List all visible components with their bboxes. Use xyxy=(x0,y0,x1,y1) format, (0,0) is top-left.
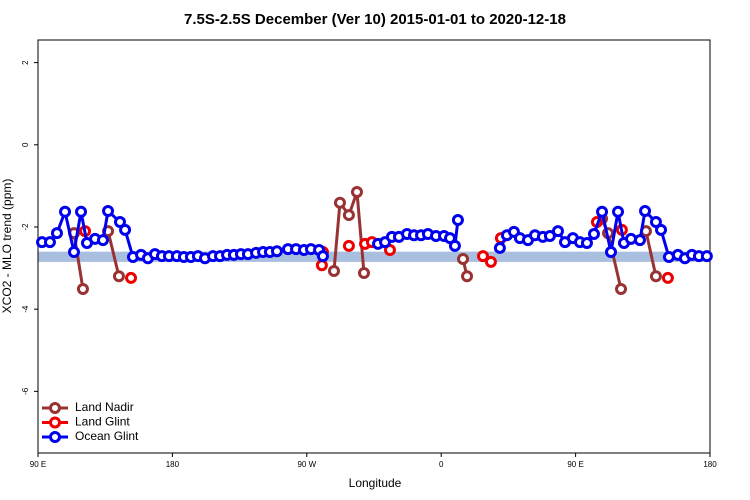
point xyxy=(700,250,713,263)
y-tick-label: -4 xyxy=(21,305,30,313)
y-axis-label: XCO2 - MLO trend (ppm) xyxy=(0,179,14,314)
point xyxy=(112,270,125,283)
point xyxy=(342,239,355,252)
point xyxy=(59,205,72,218)
x-axis-label: Longitude xyxy=(349,476,402,490)
point xyxy=(125,271,138,284)
legend-label: Ocean Glint xyxy=(75,429,139,443)
point xyxy=(477,250,490,263)
point xyxy=(113,216,126,229)
point xyxy=(484,255,497,268)
point xyxy=(67,246,80,259)
y-tick-label: -6 xyxy=(21,387,30,395)
point xyxy=(655,223,668,236)
point xyxy=(43,236,56,249)
y-tick-label: -2 xyxy=(21,223,30,231)
x-tick-label: 180 xyxy=(166,460,180,469)
point xyxy=(357,267,370,280)
point xyxy=(614,283,627,296)
point xyxy=(551,225,564,238)
point xyxy=(543,230,556,243)
x-tick-label: 180 xyxy=(703,460,717,469)
point xyxy=(596,205,609,218)
point xyxy=(270,245,283,258)
point xyxy=(604,246,617,259)
point xyxy=(587,227,600,240)
point xyxy=(639,204,652,217)
point xyxy=(661,271,674,284)
y-tick-label: 0 xyxy=(21,142,30,147)
point xyxy=(649,270,662,283)
x-tick-label: 90 E xyxy=(30,460,46,469)
point xyxy=(451,213,464,226)
point xyxy=(327,264,340,277)
legend-marker xyxy=(49,431,61,443)
legend-label: Land Nadir xyxy=(75,400,134,414)
point xyxy=(633,234,646,247)
chart-title: 7.5S-2.5S December (Ver 10) 2015-01-01 t… xyxy=(184,11,566,28)
legend-marker xyxy=(49,416,61,429)
point xyxy=(580,237,593,250)
x-tick-label: 0 xyxy=(439,460,444,469)
reference-band xyxy=(38,251,710,262)
legend-label: Land Glint xyxy=(75,415,130,429)
point xyxy=(96,234,109,247)
legend-marker xyxy=(49,402,61,414)
x-tick-label: 90 E xyxy=(567,460,583,469)
point xyxy=(102,204,115,217)
point xyxy=(50,227,63,240)
point xyxy=(119,223,132,236)
point xyxy=(649,216,662,229)
point xyxy=(461,270,474,283)
x-tick-label: 90 W xyxy=(297,460,316,469)
point xyxy=(75,205,88,218)
y-tick-label: 2 xyxy=(21,60,30,65)
point xyxy=(76,283,89,296)
point xyxy=(316,250,329,263)
point xyxy=(457,253,470,266)
point xyxy=(612,205,625,218)
point xyxy=(448,239,461,252)
point xyxy=(350,186,363,199)
point xyxy=(333,196,346,209)
point xyxy=(493,241,506,254)
point xyxy=(342,209,355,222)
